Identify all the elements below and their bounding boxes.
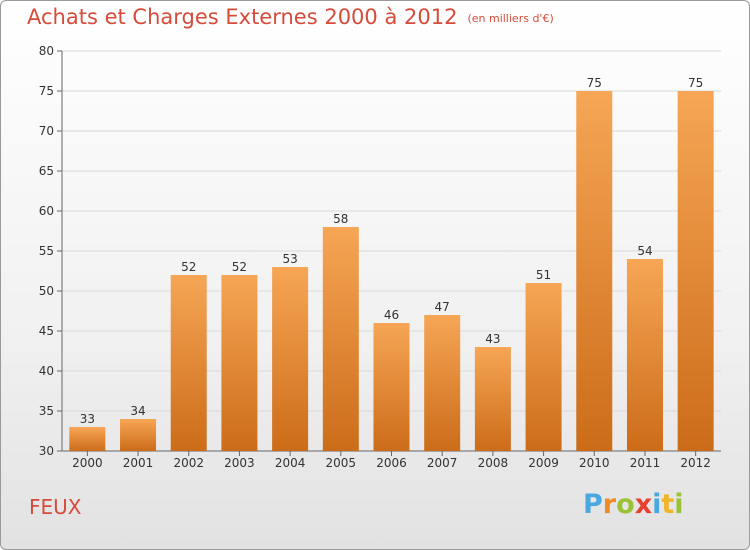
proxiti-logo: Proxiti — [583, 489, 684, 520]
bar-2003 — [221, 275, 258, 451]
y-tick-label: 35 — [39, 404, 54, 418]
y-tick-label: 45 — [39, 324, 54, 338]
value-label-2008: 43 — [485, 332, 500, 346]
logo-letter: i — [652, 489, 662, 520]
value-label-2002: 52 — [181, 260, 196, 274]
x-tick-label-2011: 2011 — [630, 456, 661, 470]
y-tick-label: 80 — [39, 44, 54, 58]
x-tick-label-2005: 2005 — [326, 456, 357, 470]
chart-title-text: Achats et Charges Externes 2000 à 2012 — [27, 5, 458, 29]
x-tick-label-2012: 2012 — [680, 456, 711, 470]
value-labels: 33 34 52 52 53 58 46 47 43 51 75 54 75 — [80, 76, 704, 426]
x-tick-label-2003: 2003 — [224, 456, 255, 470]
bar-2000 — [69, 427, 106, 451]
bar-2007 — [424, 315, 461, 451]
logo-letter: x — [634, 489, 653, 520]
bar-2005 — [322, 227, 359, 451]
y-tick-label: 55 — [39, 244, 54, 258]
x-tick-label-2010: 2010 — [579, 456, 610, 470]
bar-2012 — [677, 91, 714, 451]
chart-subtitle: (en milliers d'€) — [467, 12, 554, 25]
y-tick-label: 50 — [39, 284, 54, 298]
y-tick-label: 65 — [39, 164, 54, 178]
x-tick-label-2008: 2008 — [478, 456, 509, 470]
x-tick-label-2001: 2001 — [123, 456, 154, 470]
y-tick-label: 40 — [39, 364, 54, 378]
x-tick-label-2006: 2006 — [376, 456, 407, 470]
y-tick-label: 70 — [39, 124, 54, 138]
x-tick-label-2000: 2000 — [72, 456, 103, 470]
value-label-2007: 47 — [435, 300, 450, 314]
logo-letter: i — [674, 489, 684, 520]
bar-2001 — [120, 419, 157, 451]
bar-2008 — [474, 347, 511, 451]
bar-2006 — [373, 323, 410, 451]
bar-2011 — [626, 259, 663, 451]
bar-2002 — [170, 275, 207, 451]
x-tick-label-2004: 2004 — [275, 456, 306, 470]
value-label-2006: 46 — [384, 308, 399, 322]
value-label-2012: 75 — [688, 76, 703, 90]
commune-label: FEUX — [29, 495, 82, 519]
tick-labels: 30 35 40 45 50 55 60 65 70 75 80 2000 2001 2002 2003 20… — [39, 44, 711, 470]
value-label-2000: 33 — [80, 412, 95, 426]
x-tick-label-2002: 2002 — [173, 456, 204, 470]
value-label-2010: 75 — [587, 76, 602, 90]
value-label-2011: 54 — [637, 244, 652, 258]
logo-letter: o — [616, 489, 635, 520]
value-label-2003: 52 — [232, 260, 247, 274]
y-tick-label: 30 — [39, 444, 54, 458]
bar-2009 — [525, 283, 562, 451]
x-tick-label-2007: 2007 — [427, 456, 458, 470]
logo-letter: P — [583, 489, 603, 520]
bar-2010 — [576, 91, 613, 451]
chart-title: Achats et Charges Externes 2000 à 2012 (e… — [27, 5, 554, 29]
value-label-2004: 53 — [282, 252, 297, 266]
y-tick-label: 75 — [39, 84, 54, 98]
value-label-2005: 58 — [333, 212, 348, 226]
logo-letter: r — [602, 489, 617, 520]
bar-2004 — [272, 267, 309, 451]
value-label-2001: 34 — [130, 404, 145, 418]
bars — [69, 91, 714, 451]
value-label-2009: 51 — [536, 268, 551, 282]
y-tick-label: 60 — [39, 204, 54, 218]
x-tick-label-2009: 2009 — [528, 456, 559, 470]
logo-letter: t — [661, 489, 675, 520]
